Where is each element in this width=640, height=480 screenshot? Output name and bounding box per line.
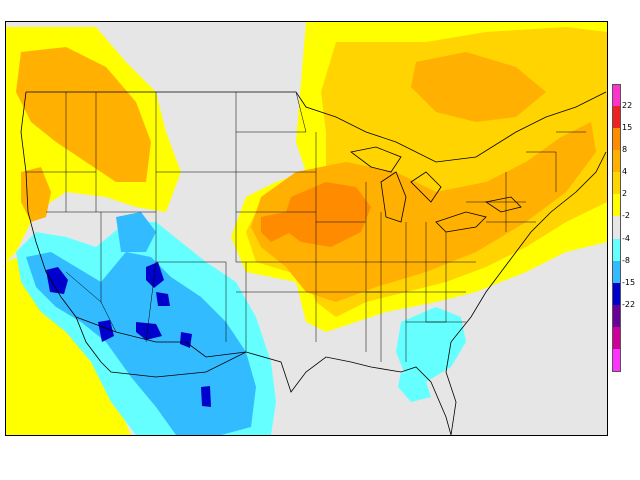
cyan-field-gulf (398, 372, 431, 402)
legend-swatch (612, 348, 621, 372)
navy-cell-arizona (98, 320, 114, 342)
legend-swatch (612, 260, 621, 283)
legend-swatch (612, 84, 621, 108)
map-svg (6, 22, 607, 435)
legend-swatch (612, 216, 621, 239)
legend-swatch (612, 150, 621, 173)
legend-tick-label: 8 (622, 145, 628, 155)
cyan-field-southeast (396, 307, 466, 382)
coastline-outline (20, 91, 607, 435)
boundaries (20, 91, 607, 435)
legend-tick-label: 2 (622, 189, 628, 199)
great-lakes (350, 146, 522, 233)
legend-swatch (612, 172, 621, 195)
legend-tick-label: 4 (622, 167, 628, 177)
orange-light-field-canada (411, 52, 546, 122)
orange-field-plains-west (261, 212, 291, 242)
legend-swatch (612, 128, 621, 151)
color-legend: 22 15 8 4 2 -2 -4 -8 -15 -22 (612, 84, 640, 372)
legend-tick-label: -4 (622, 233, 630, 243)
legend-swatch (612, 194, 621, 217)
legend-swatch (612, 238, 621, 261)
navy-cell-mexico (201, 386, 211, 407)
navy-cell-arizona-east (136, 322, 162, 340)
navy-cell-nevada-north (156, 292, 170, 306)
legend-tick-label: 22 (622, 101, 633, 111)
legend-swatch (612, 106, 621, 129)
legend-tick-label: -2 (622, 211, 630, 221)
mexico-border (75, 316, 247, 358)
blue-field-great-basin (116, 212, 156, 252)
navy-cell-california (46, 267, 68, 294)
cool-anomaly-fields (16, 212, 466, 435)
central-state-lines (236, 91, 381, 352)
legend-swatch (612, 326, 621, 349)
legend-tick-label: 15 (622, 123, 633, 133)
legend-swatch (612, 304, 621, 327)
orange-light-field-pacific-coast (21, 167, 51, 222)
legend-tick-label: -22 (622, 299, 636, 309)
legend-swatch (612, 282, 621, 305)
legend-tick-label: -15 (622, 277, 636, 287)
legend-tick-label: -8 (622, 255, 630, 265)
navy-cell-nevada (146, 262, 164, 288)
orange-light-field-northwest (16, 47, 151, 182)
blue-field-southwest (26, 252, 256, 435)
orange-light-field-plains (251, 122, 596, 302)
state-lines (26, 91, 586, 362)
eastern-state-lines (366, 131, 586, 362)
anomaly-map (5, 21, 608, 436)
orange-field-iowa (281, 182, 371, 247)
canada-border (26, 91, 607, 163)
